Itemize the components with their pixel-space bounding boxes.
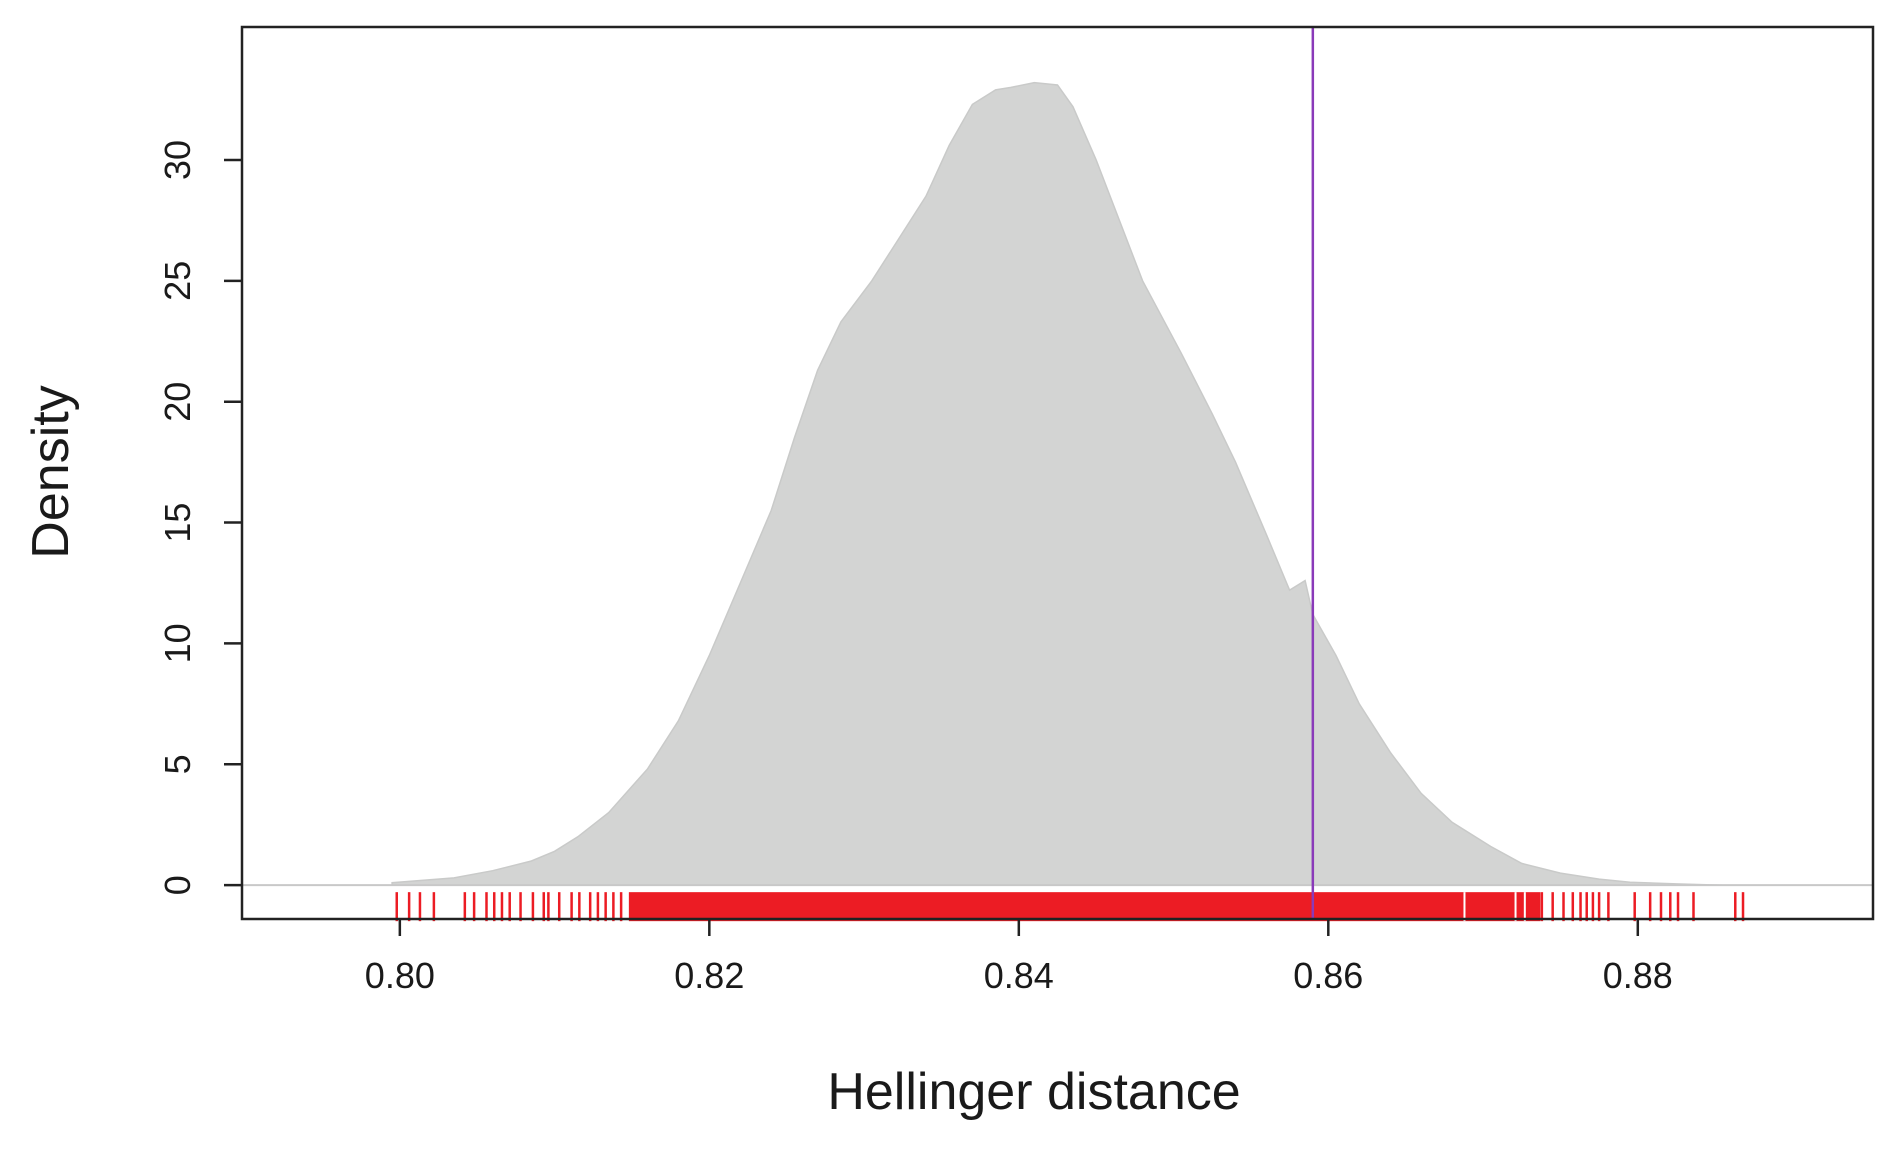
y-axis-title: Density <box>22 385 80 558</box>
y-tick-label: 0 <box>157 875 198 895</box>
x-tick-label: 0.88 <box>1603 955 1673 996</box>
x-tick-label: 0.82 <box>674 955 744 996</box>
x-tick-label: 0.80 <box>365 955 435 996</box>
x-tick-label: 0.86 <box>1293 955 1363 996</box>
density-area <box>391 81 1723 886</box>
axes: 0.80 0.82 0.84 0.86 0.88 0 5 10 15 20 25 30 <box>157 25 1875 996</box>
y-tick-label: 30 <box>157 140 198 180</box>
plot-frame <box>240 25 1875 921</box>
y-tick-label: 5 <box>157 754 198 774</box>
y-tick-label: 25 <box>157 261 198 301</box>
y-tick-label: 20 <box>157 382 198 422</box>
rug-dense-band <box>628 892 1541 922</box>
y-tick-label: 10 <box>157 623 198 663</box>
y-tick-label: 15 <box>157 503 198 543</box>
x-axis-title: Hellinger distance <box>827 1063 1240 1121</box>
plot-area <box>242 27 1873 922</box>
x-tick-label: 0.84 <box>984 955 1054 996</box>
